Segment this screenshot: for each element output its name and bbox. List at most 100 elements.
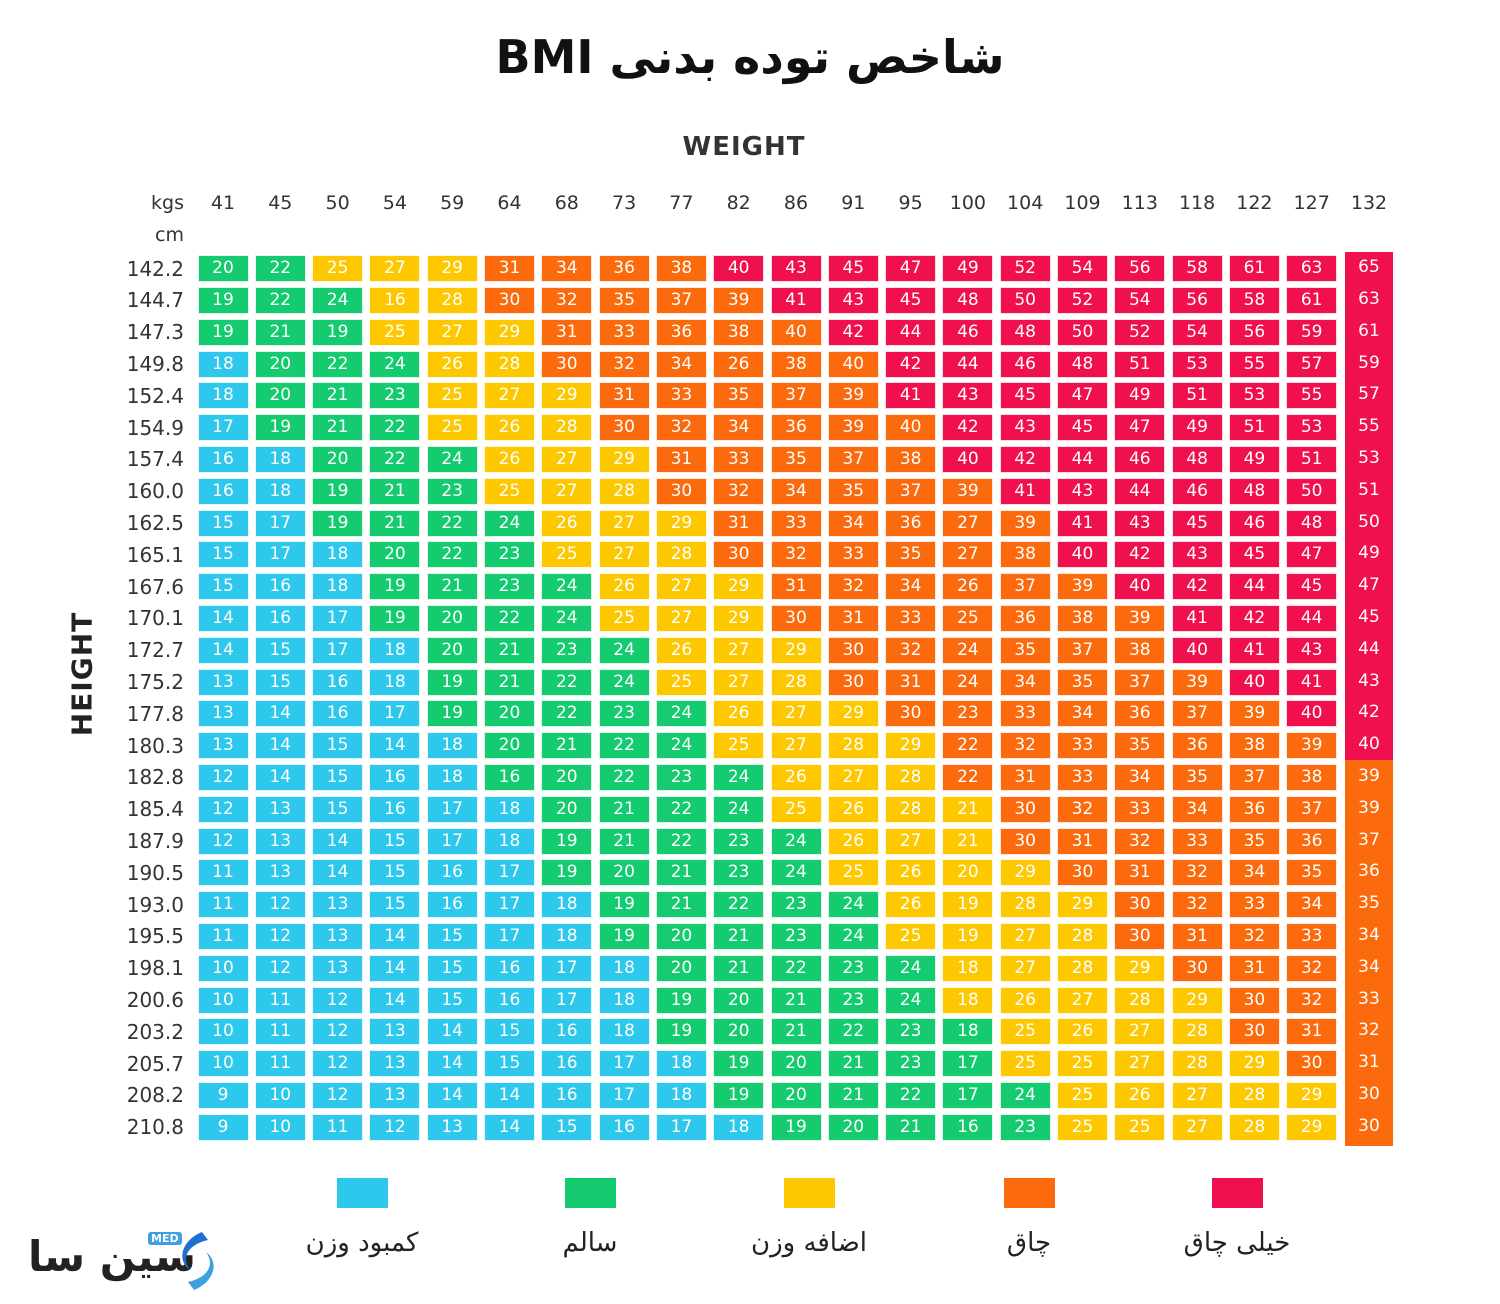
bmi-cell: 18 (312, 573, 364, 601)
bmi-cell: 40 (770, 318, 822, 346)
bmi-cell: 16 (426, 859, 478, 887)
bmi-cell: 41 (1057, 509, 1108, 537)
bmi-cell: 29 (484, 318, 535, 346)
bmi-cell: 36 (885, 509, 937, 537)
bmi-cell: 58 (1228, 286, 1280, 314)
bmi-cell: 26 (827, 827, 879, 855)
bmi-cell: 33 (827, 541, 879, 569)
bmi-cell: 21 (827, 1081, 879, 1109)
bmi-cell: 29 (713, 604, 765, 632)
bmi-cell: 31 (1114, 859, 1166, 887)
logo-badge: MED (148, 1232, 182, 1245)
bmi-cell: 26 (999, 986, 1051, 1014)
bmi-cell: 22 (541, 700, 593, 728)
bmi-cell: 27 (426, 318, 478, 346)
bmi-cell: 10 (197, 1050, 249, 1078)
bmi-cell: 36 (770, 414, 822, 442)
bmi-cell: 47 (1114, 414, 1166, 442)
bmi-cell: 45 (827, 255, 879, 283)
bmi-cell: 26 (713, 700, 765, 728)
bmi-cell: 25 (484, 477, 535, 505)
legend-label: کمبود وزن (305, 1228, 419, 1258)
bmi-cell: 18 (598, 954, 650, 982)
bmi-cell: 23 (713, 859, 765, 887)
bmi-cell: 29 (770, 636, 822, 664)
bmi-cell: 35 (1057, 668, 1108, 696)
bmi-cell: 20 (197, 255, 249, 283)
bmi-cell: 28 (484, 350, 535, 378)
bmi-cell: 13 (312, 954, 364, 982)
bmi-cell: 34 (885, 573, 937, 601)
bmi-cell: 29 (885, 732, 937, 760)
bmi-cell: 47 (885, 255, 937, 283)
bmi-cell: 17 (942, 1081, 994, 1109)
bmi-cell: 29 (1228, 1050, 1280, 1078)
legend-swatch (1003, 1178, 1055, 1208)
bmi-cell: 33 (598, 318, 650, 346)
bmi-cell: 14 (426, 1018, 478, 1046)
bmi-cell: 38 (713, 318, 765, 346)
bmi-cell: 35 (1171, 763, 1223, 791)
bmi-cell: 39 (942, 477, 994, 505)
bmi-cell: 23 (713, 827, 765, 855)
bmi-cell: 24 (655, 700, 707, 728)
bmi-cell: 44 (885, 318, 937, 346)
bmi-cell: 45 (1358, 606, 1380, 627)
bmi-cell: 22 (426, 541, 478, 569)
height-label: 177.8 (126, 701, 184, 726)
bmi-cell: 32 (999, 732, 1051, 760)
bmi-cell: 45 (1286, 573, 1338, 601)
bmi-cell: 59 (1358, 352, 1380, 373)
weight-label: 59 (440, 192, 465, 214)
bmi-cell: 19 (197, 286, 249, 314)
bmi-cell: 23 (885, 1018, 937, 1046)
bmi-cell: 17 (254, 541, 306, 569)
height-label: 190.5 (126, 860, 184, 885)
bmi-cell: 24 (942, 668, 994, 696)
height-label: 149.8 (126, 352, 184, 376)
bmi-cell: 37 (1358, 829, 1380, 850)
bmi-cell: 24 (827, 922, 879, 950)
bmi-cell: 56 (1171, 286, 1223, 314)
bmi-cell: 24 (999, 1081, 1051, 1109)
bmi-cell: 33 (1171, 827, 1223, 855)
bmi-cell: 29 (1171, 986, 1223, 1014)
bmi-cell: 16 (484, 954, 535, 982)
bmi-cell: 26 (770, 763, 822, 791)
bmi-cell: 30 (598, 414, 650, 442)
bmi-cell: 17 (598, 1050, 650, 1078)
bmi-cell: 31 (1228, 954, 1280, 982)
height-label: 162.5 (126, 511, 184, 535)
bmi-cell: 21 (713, 922, 765, 950)
weight-label: 91 (841, 192, 866, 214)
height-label: 203.2 (126, 1019, 184, 1044)
bmi-cell: 45 (885, 286, 937, 314)
weight-label: 68 (554, 192, 579, 214)
bmi-cell: 55 (1358, 416, 1380, 437)
bmi-cell: 24 (541, 604, 593, 632)
height-label: 154.9 (126, 415, 184, 440)
bmi-cell: 24 (770, 827, 822, 855)
bmi-cell: 33 (1114, 795, 1166, 823)
bmi-cell: 30 (770, 604, 822, 632)
legend-label: خیلی چاق (1183, 1228, 1291, 1258)
bmi-cell: 44 (1114, 477, 1166, 505)
bmi-cell: 34 (999, 668, 1051, 696)
bmi-cell: 18 (312, 541, 364, 569)
bmi-cell: 15 (369, 859, 421, 887)
bmi-cell: 24 (885, 986, 937, 1014)
bmi-cell: 30 (999, 795, 1051, 823)
height-label: 157.4 (126, 447, 184, 472)
bmi-cell: 61 (1286, 286, 1338, 314)
bmi-cell: 39 (827, 382, 879, 410)
bmi-cell: 31 (885, 668, 937, 696)
bmi-cell: 27 (713, 636, 765, 664)
bmi-cell: 28 (426, 286, 478, 314)
bmi-cell: 28 (1228, 1113, 1280, 1141)
bmi-cell: 16 (312, 668, 364, 696)
bmi-cell: 15 (197, 573, 249, 601)
bmi-cell: 17 (598, 1081, 650, 1109)
bmi-cell: 16 (541, 1018, 593, 1046)
bmi-cell: 32 (1228, 922, 1280, 950)
bmi-cell: 20 (254, 350, 306, 378)
